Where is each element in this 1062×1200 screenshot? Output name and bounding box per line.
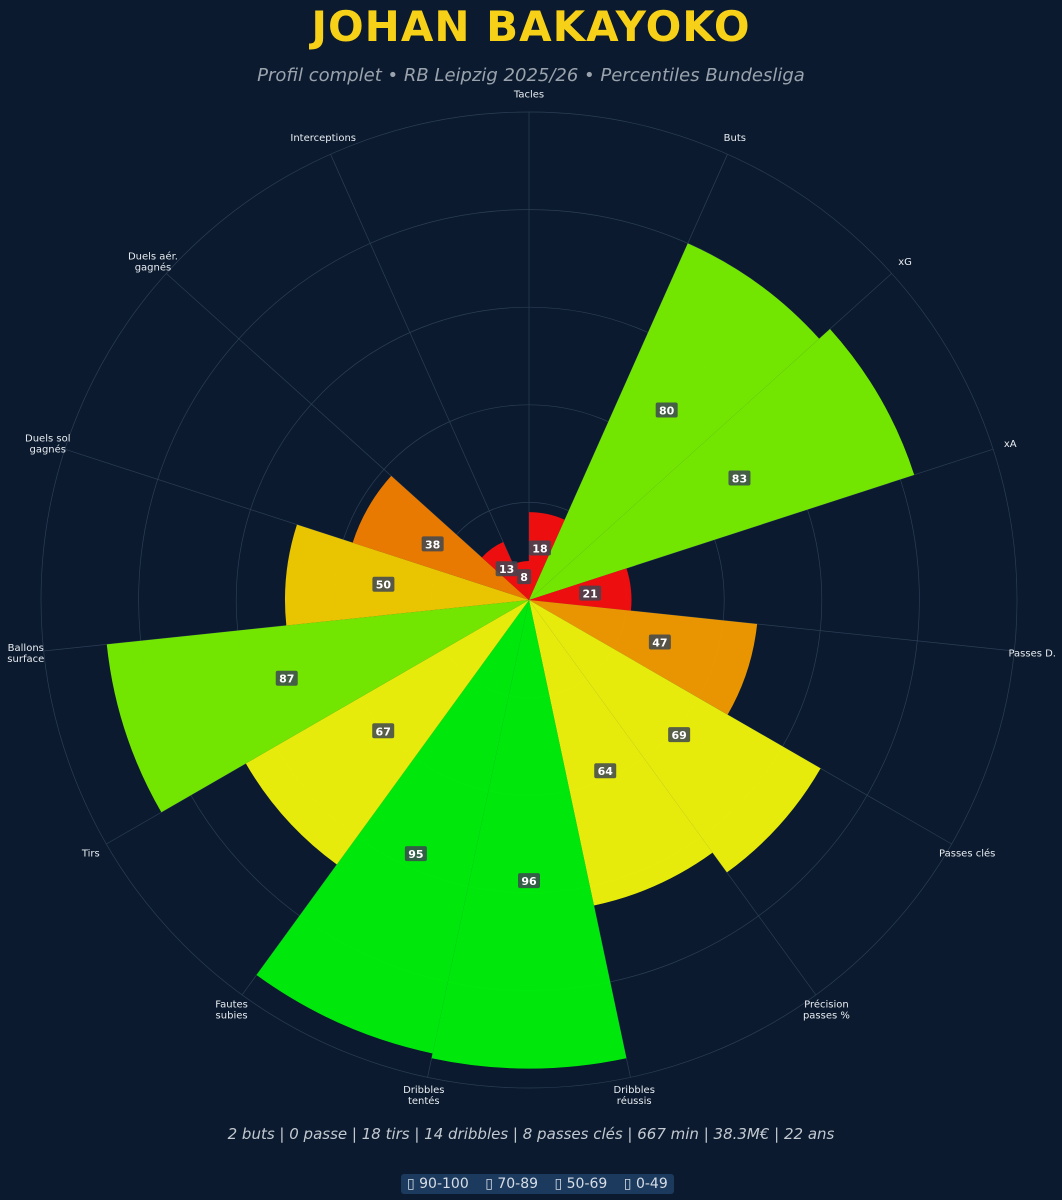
chart-bars xyxy=(106,243,915,1069)
svg-text:67: 67 xyxy=(376,725,391,738)
legend-item-50-69: ▯ 50-69 xyxy=(554,1176,608,1192)
value-label-5: 69 xyxy=(668,727,691,743)
axis-label-13: Duels aér. gagnés xyxy=(128,250,178,273)
bar-8 xyxy=(256,600,529,1054)
value-label-9: 67 xyxy=(372,723,395,739)
grid-spoke xyxy=(330,154,530,601)
value-label-1: 80 xyxy=(655,402,678,418)
svg-text:13: 13 xyxy=(499,563,514,576)
svg-text:18: 18 xyxy=(532,542,547,555)
legend-item-0-49: ▯ 0-49 xyxy=(623,1176,668,1192)
svg-text:64: 64 xyxy=(598,765,614,778)
chart-axis-labels: Tacles Buts xG xA Passes D. Passes clés Précis… xyxy=(7,90,1056,1107)
axis-label-12: Duels sol gagnés xyxy=(25,434,70,456)
axis-label-6: Précision passes % xyxy=(803,998,850,1021)
axis-label-0: Tacles xyxy=(513,90,544,101)
chart-value-labels: 18 80 83 21 47 69 64 96 95 67 87 50 38 13 8 xyxy=(275,402,751,889)
page-title: JOHAN BAKAYOKO xyxy=(311,2,751,51)
value-label-8: 95 xyxy=(404,846,427,862)
value-label-11: 50 xyxy=(372,576,395,592)
axis-label-11: Ballons surface xyxy=(7,643,44,665)
value-label-14: 8 xyxy=(517,569,532,585)
bar-0 xyxy=(529,512,565,600)
bar-7 xyxy=(431,600,627,1069)
axis-label-10: Tirs xyxy=(81,849,100,860)
bar-2 xyxy=(529,328,915,600)
axis-label-3: xA xyxy=(1004,439,1017,450)
bar-4 xyxy=(529,600,758,715)
value-label-4: 47 xyxy=(648,634,671,650)
page-subtitle: Profil complet • RB Leipzig 2025/26 • Pe… xyxy=(257,65,805,86)
bar-10 xyxy=(106,600,530,813)
value-label-6: 64 xyxy=(594,763,617,779)
axis-label-4: Passes D. xyxy=(1008,648,1056,659)
player-stats-summary: 2 buts | 0 passe | 18 tirs | 14 dribbles… xyxy=(227,1125,835,1143)
axis-label-7: Dribbles réussis xyxy=(613,1085,654,1107)
value-label-3: 21 xyxy=(579,585,602,601)
axis-label-14: Interceptions xyxy=(290,133,356,144)
bar-6 xyxy=(529,600,713,906)
axis-label-1: Buts xyxy=(724,133,746,144)
value-label-0: 18 xyxy=(528,540,551,556)
percentile-legend: ▯ 90-100 ▯ 70-89 ▯ 50-69 ▯ 0-49 xyxy=(401,1174,674,1194)
svg-text:83: 83 xyxy=(732,472,747,485)
svg-text:38: 38 xyxy=(425,538,440,551)
svg-text:50: 50 xyxy=(376,579,392,592)
legend-item-90-100: ▯ 90-100 xyxy=(407,1176,469,1192)
legend-item-70-89: ▯ 70-89 xyxy=(485,1176,539,1192)
svg-text:8: 8 xyxy=(520,571,528,584)
svg-text:96: 96 xyxy=(521,875,537,888)
value-label-13: 13 xyxy=(495,561,518,577)
svg-text:80: 80 xyxy=(659,404,675,417)
axis-label-5: Passes clés xyxy=(939,848,995,860)
svg-text:21: 21 xyxy=(582,588,597,601)
svg-text:95: 95 xyxy=(408,848,423,861)
bar-11 xyxy=(285,524,529,626)
svg-text:47: 47 xyxy=(652,637,667,650)
value-label-7: 96 xyxy=(518,873,540,889)
value-label-2: 83 xyxy=(728,470,751,486)
svg-text:87: 87 xyxy=(279,673,294,686)
axis-label-9: Fautes subies xyxy=(215,999,248,1021)
value-label-12: 38 xyxy=(421,536,444,552)
value-label-10: 87 xyxy=(275,670,298,686)
svg-text:69: 69 xyxy=(671,729,686,742)
axis-label-8: Dribbles tentés xyxy=(403,1085,444,1107)
axis-label-2: xG xyxy=(898,257,912,268)
bar-1 xyxy=(529,243,820,600)
